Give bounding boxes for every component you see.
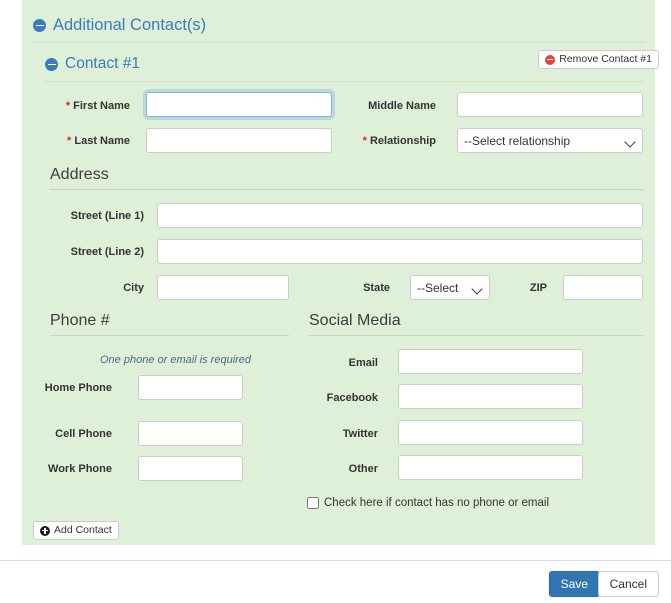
work-phone-label: Work Phone xyxy=(40,462,112,476)
required-marker: * xyxy=(65,100,71,112)
cancel-button[interactable]: Cancel xyxy=(597,571,659,597)
first-name-label-text: First Name xyxy=(73,100,130,112)
home-phone-label-text: Home Phone xyxy=(44,382,112,394)
email-label: Email xyxy=(284,356,378,370)
address-heading: Address xyxy=(50,165,643,190)
no-contact-checkbox-row[interactable]: Check here if contact has no phone or em… xyxy=(307,496,549,510)
email-input[interactable] xyxy=(398,349,583,374)
required-marker: * xyxy=(362,135,367,147)
state-label-text: State xyxy=(363,282,390,294)
phone-divider xyxy=(50,335,289,336)
street1-label: Street (Line 1) xyxy=(24,209,144,223)
state-select[interactable]: --Select xyxy=(410,275,490,300)
street2-label-text: Street (Line 2) xyxy=(70,246,144,258)
form-footer: Save Cancel xyxy=(0,560,671,603)
city-label-text: City xyxy=(123,282,144,294)
middle-name-label-text: Middle Name xyxy=(368,100,436,112)
zip-label-text: ZIP xyxy=(529,282,547,294)
save-button[interactable]: Save xyxy=(548,571,600,597)
zip-label: ZIP xyxy=(495,281,547,295)
cell-phone-label-text: Cell Phone xyxy=(55,428,112,440)
middle-name-input[interactable] xyxy=(457,92,643,117)
city-input[interactable] xyxy=(157,275,289,300)
section-divider xyxy=(33,42,645,43)
minus-circle-icon[interactable] xyxy=(45,57,58,71)
last-name-label: * Last Name xyxy=(24,134,130,148)
facebook-input[interactable] xyxy=(398,384,583,409)
street1-input[interactable] xyxy=(157,203,643,228)
social-heading-text: Social Media xyxy=(309,312,401,329)
circle-minus-icon xyxy=(545,54,556,65)
last-name-input[interactable] xyxy=(146,128,332,153)
middle-name-label: Middle Name xyxy=(300,99,436,113)
minus-circle-icon[interactable] xyxy=(33,18,46,32)
cell-phone-input[interactable] xyxy=(138,421,243,446)
twitter-label: Twitter xyxy=(284,427,378,441)
street2-label: Street (Line 2) xyxy=(24,245,144,259)
no-contact-checkbox-label[interactable]: Check here if contact has no phone or em… xyxy=(324,497,550,509)
other-label-text: Other xyxy=(348,463,378,475)
last-name-label-text: Last Name xyxy=(74,135,130,147)
first-name-label: * First Name xyxy=(24,99,130,113)
no-contact-checkbox[interactable] xyxy=(307,497,319,509)
work-phone-label-text: Work Phone xyxy=(48,463,112,475)
additional-contacts-legend-label: Additional Contact(s) xyxy=(53,16,207,34)
zip-input[interactable] xyxy=(563,275,643,300)
phone-heading-text: Phone # xyxy=(50,312,110,329)
contact-divider xyxy=(45,81,643,82)
email-label-text: Email xyxy=(348,357,378,369)
required-marker: * xyxy=(67,135,72,147)
first-name-input[interactable] xyxy=(146,92,332,117)
relationship-select-wrap[interactable]: --Select relationship xyxy=(457,128,643,153)
state-label: State xyxy=(310,281,390,295)
address-heading-text: Address xyxy=(50,166,109,183)
additional-contacts-panel xyxy=(22,0,655,545)
other-input[interactable] xyxy=(398,455,583,480)
add-contact-button[interactable]: Add Contact xyxy=(33,521,119,540)
relationship-label-text: Relationship xyxy=(369,135,436,147)
remove-contact-label: Remove Contact #1 xyxy=(559,53,652,65)
state-select-wrap[interactable]: --Select xyxy=(410,275,490,300)
street2-input[interactable] xyxy=(157,239,643,264)
cell-phone-label: Cell Phone xyxy=(40,427,112,441)
street1-label-text: Street (Line 1) xyxy=(70,210,144,222)
phone-required-hint: One phone or email is required xyxy=(100,354,252,366)
remove-contact-button[interactable]: Remove Contact #1 xyxy=(538,50,659,69)
contact-legend-label: Contact #1 xyxy=(65,55,140,72)
social-divider xyxy=(309,335,643,336)
social-heading: Social Media xyxy=(309,311,643,336)
circle-plus-icon xyxy=(40,525,50,536)
other-label: Other xyxy=(284,462,378,476)
relationship-label: * Relationship xyxy=(300,134,436,148)
address-divider xyxy=(50,189,643,190)
facebook-label: Facebook xyxy=(284,391,378,405)
facebook-label-text: Facebook xyxy=(326,392,378,404)
work-phone-input[interactable] xyxy=(138,456,243,481)
home-phone-label: Home Phone xyxy=(40,381,112,396)
contact-section-header[interactable]: Contact #1 xyxy=(45,54,643,82)
phone-heading: Phone # xyxy=(50,311,289,336)
relationship-select[interactable]: --Select relationship xyxy=(457,128,643,153)
add-contact-label: Add Contact xyxy=(54,524,112,536)
twitter-input[interactable] xyxy=(398,420,583,445)
home-phone-input[interactable] xyxy=(138,375,243,400)
additional-contacts-section-header[interactable]: Additional Contact(s) xyxy=(33,15,645,43)
city-label: City xyxy=(24,281,144,295)
twitter-label-text: Twitter xyxy=(342,428,378,440)
